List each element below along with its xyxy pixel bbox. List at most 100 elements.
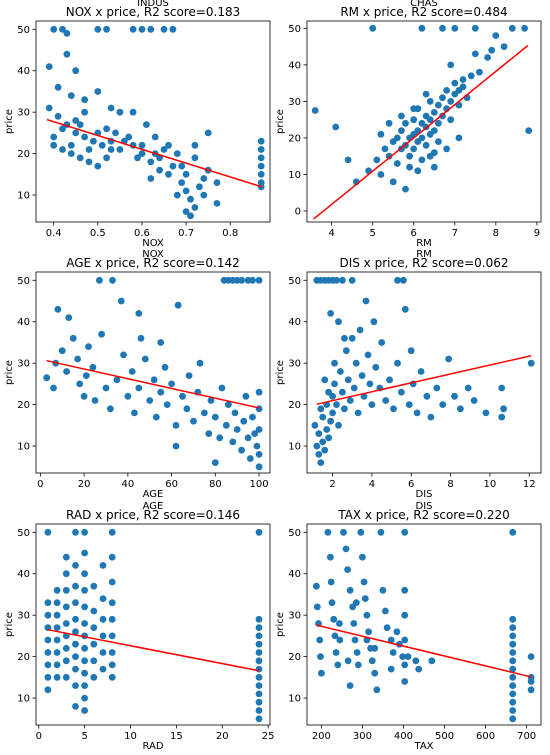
- scatter-point: [255, 649, 263, 656]
- scatter-point: [44, 636, 52, 644]
- scatter-point: [390, 405, 397, 413]
- scatter-point: [240, 417, 248, 425]
- scatter-point: [336, 620, 343, 627]
- scatter-point: [72, 599, 79, 607]
- scatter-point: [344, 566, 351, 573]
- scatter-point: [191, 141, 199, 149]
- scatter-point: [96, 276, 103, 284]
- scatter-point: [81, 528, 88, 536]
- scatter-point: [413, 409, 421, 417]
- scatter-point: [414, 167, 422, 175]
- scatter-point: [62, 673, 70, 681]
- scatter-point: [319, 438, 327, 446]
- subplot-title: DIS x price, R2 score=0.062: [339, 256, 508, 270]
- scatter-point: [377, 528, 385, 536]
- scatter-point: [255, 624, 263, 631]
- scatter-point: [451, 79, 459, 87]
- scatter-point: [377, 130, 385, 138]
- scatter-point: [72, 665, 79, 673]
- x-tick-label: 60: [165, 479, 178, 490]
- scatter-point: [344, 156, 352, 164]
- scatter-point: [116, 108, 124, 116]
- scatter-point: [464, 384, 472, 392]
- scatter-point: [358, 372, 366, 379]
- scatter-point: [137, 334, 145, 342]
- scatter-point: [352, 599, 360, 607]
- scatter-point: [65, 314, 73, 321]
- scatter-point: [161, 363, 169, 371]
- scatter-point: [509, 632, 517, 640]
- scatter-point: [509, 624, 517, 631]
- scatter-point: [151, 133, 159, 141]
- scatter-point: [183, 405, 191, 413]
- scatter-point: [399, 653, 407, 660]
- scatter-point: [249, 276, 256, 284]
- x-tick-label: 20: [216, 731, 229, 742]
- scatter-point: [443, 87, 450, 94]
- scatter-point: [72, 67, 80, 75]
- scatter-point: [99, 649, 107, 656]
- scatter-point: [90, 137, 97, 145]
- scatter-point: [415, 665, 423, 673]
- scatter-point: [44, 649, 52, 656]
- scatter-point: [255, 528, 263, 536]
- scatter-point: [402, 119, 409, 127]
- scatter-point: [108, 649, 116, 656]
- scatter-point: [44, 528, 52, 536]
- scatter-point: [107, 104, 115, 112]
- scatter-point: [329, 409, 336, 417]
- scatter-point: [255, 451, 263, 458]
- scatter-point: [204, 129, 212, 137]
- scatter-point: [255, 682, 263, 689]
- scatter-point: [428, 657, 436, 665]
- scatter-point: [117, 297, 125, 305]
- scatter-point: [323, 426, 331, 433]
- scatter-point: [213, 179, 221, 187]
- subplot-title: NOX x price, R2 score=0.183: [66, 5, 241, 19]
- scatter-point: [455, 134, 463, 142]
- scatter-point: [325, 388, 332, 396]
- scatter-point: [157, 339, 165, 346]
- scatter-point: [398, 127, 405, 134]
- y-tick-label: 30: [288, 359, 301, 370]
- scatter-point: [81, 96, 88, 104]
- scatter-point: [348, 334, 356, 342]
- scatter-point: [53, 661, 61, 669]
- scatter-point: [417, 368, 425, 375]
- subplot-title: AGE x price, R2 score=0.142: [66, 256, 240, 270]
- scatter-point: [401, 586, 409, 594]
- scatter-point: [76, 121, 84, 128]
- scatter-point: [319, 413, 327, 421]
- scatter-point: [426, 98, 434, 105]
- scatter-point: [108, 553, 116, 561]
- y-tick-label: 40: [17, 569, 30, 580]
- scatter-point: [509, 528, 517, 536]
- scatter-point: [108, 528, 116, 536]
- scatter-point: [152, 413, 160, 421]
- scatter-point: [246, 455, 254, 462]
- scatter-point: [72, 628, 79, 636]
- scatter-point: [62, 570, 70, 578]
- scatter-point: [527, 359, 535, 367]
- y-tick-label: 40: [288, 317, 301, 328]
- scatter-point: [257, 162, 265, 170]
- scatter-point: [482, 409, 490, 417]
- scatter-point: [372, 363, 380, 371]
- top-axis-label: DIS: [416, 501, 433, 512]
- scatter-point: [58, 347, 66, 355]
- scatter-point: [59, 125, 66, 133]
- scatter-point: [383, 624, 391, 631]
- scatter-point: [44, 661, 52, 669]
- scatter-point: [368, 401, 376, 408]
- x-tick-label: 12: [523, 479, 536, 490]
- scatter-point: [45, 104, 53, 112]
- scatter-point: [141, 355, 149, 363]
- x-tick-label: 4: [369, 479, 375, 490]
- x-tick-label: 400: [394, 731, 413, 742]
- scatter-point: [316, 636, 324, 644]
- scatter-point: [108, 578, 116, 586]
- scatter-point: [360, 578, 368, 586]
- y-tick-label: 10: [17, 191, 30, 202]
